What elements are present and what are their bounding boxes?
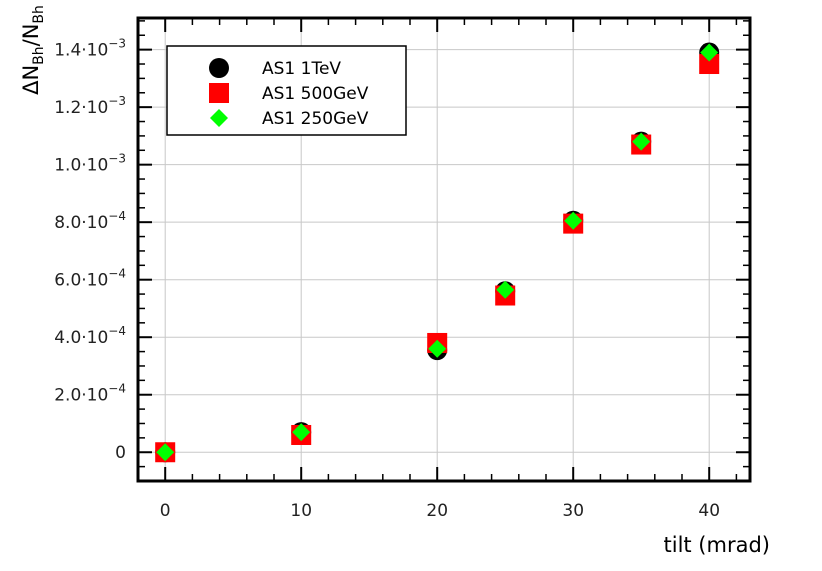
legend-marker-circle <box>209 58 229 78</box>
y-tick-label: 0 <box>115 443 126 463</box>
legend-label: AS1 1TeV <box>262 59 341 79</box>
legend-marker-square <box>209 83 229 103</box>
data-point-square <box>699 54 720 75</box>
legend-box <box>166 45 407 136</box>
y-tick-labels: 0 2.0·10−4 4.0·10−4 6.0·10−4 8.0·10−4 1.0·10−… <box>54 37 126 464</box>
data-point-diamond <box>632 132 651 151</box>
data-point-diamond <box>700 43 719 62</box>
data-point-diamond <box>428 339 447 358</box>
data-series <box>155 42 720 463</box>
x-tick-label: 20 <box>426 501 448 521</box>
y-tick-label: 4.0·10−4 <box>54 324 126 348</box>
x-tick-labels: 0 10 20 30 40 <box>160 501 720 521</box>
y-axis-title-main: ΔN <box>19 65 43 95</box>
x-tick-label: 0 <box>160 501 171 521</box>
x-tick-label: 10 <box>290 501 312 521</box>
series-as1-250gev <box>156 43 719 462</box>
y-tick-label: 1.4·10−3 <box>54 37 126 61</box>
legend-label: AS1 250GeV <box>262 109 369 129</box>
y-axis-title-sub2: Bh <box>31 5 47 23</box>
data-point-diamond <box>564 211 583 230</box>
data-point-diamond <box>156 443 175 462</box>
x-tick-label: 30 <box>562 501 584 521</box>
legend: AS1 1TeV AS1 500GeV AS1 250GeV <box>166 45 407 136</box>
data-point-diamond <box>496 280 515 299</box>
y-tick-label: 1.2·10−3 <box>54 94 126 118</box>
y-axis-title-sub1: Bh <box>31 46 47 64</box>
legend-marker-diamond <box>210 109 228 127</box>
y-axis-title-mid: /N <box>19 24 43 47</box>
axis-ticks <box>138 18 750 482</box>
legend-label: AS1 500GeV <box>262 84 369 104</box>
x-axis-title: tilt (mrad) <box>664 533 771 557</box>
y-axis-title: ΔNBh/NBh <box>19 5 47 95</box>
y-tick-label: 6.0·10−4 <box>54 267 126 291</box>
y-tick-label: 8.0·10−4 <box>54 209 126 233</box>
data-point-diamond <box>292 423 311 442</box>
plot-frame <box>136 16 752 483</box>
y-tick-label: 2.0·10−4 <box>54 382 126 406</box>
y-tick-label: 1.0·10−3 <box>54 152 126 176</box>
x-tick-label: 40 <box>698 501 720 521</box>
